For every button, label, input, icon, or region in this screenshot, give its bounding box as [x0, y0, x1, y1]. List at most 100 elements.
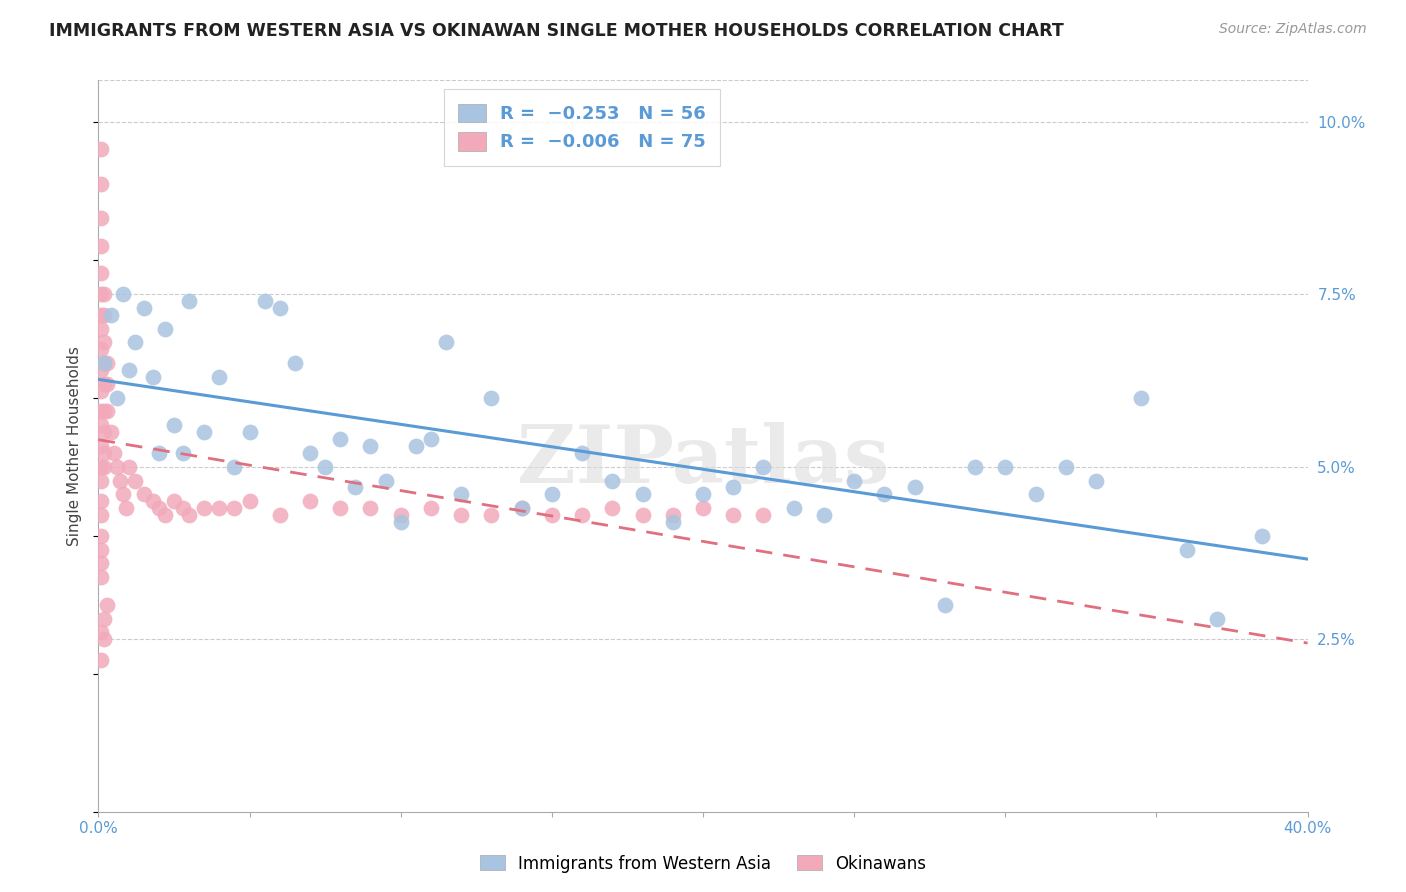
Point	[132, 487, 155, 501]
Point	[374, 474, 396, 488]
Point	[142, 370, 165, 384]
Point	[93, 611, 115, 625]
Point	[344, 480, 367, 494]
Point	[93, 376, 115, 391]
Point	[269, 508, 291, 522]
Point	[239, 425, 262, 440]
Point	[90, 321, 112, 335]
Point	[253, 294, 276, 309]
Legend: Immigrants from Western Asia, Okinawans: Immigrants from Western Asia, Okinawans	[474, 848, 932, 880]
Point	[813, 508, 835, 522]
Point	[105, 391, 128, 405]
Point	[96, 356, 118, 370]
Point	[360, 439, 382, 453]
Y-axis label: Single Mother Households: Single Mother Households	[67, 346, 83, 546]
Point	[284, 356, 307, 370]
Point	[90, 287, 112, 301]
Point	[93, 308, 115, 322]
Point	[124, 335, 146, 350]
Point	[329, 432, 352, 446]
Point	[96, 376, 118, 391]
Point	[90, 239, 112, 253]
Point	[105, 459, 128, 474]
Point	[103, 446, 125, 460]
Point	[179, 294, 201, 309]
Point	[163, 418, 186, 433]
Point	[329, 501, 352, 516]
Point	[631, 487, 654, 501]
Point	[90, 404, 112, 418]
Point	[90, 363, 112, 377]
Point	[360, 501, 382, 516]
Point	[510, 501, 533, 516]
Point	[389, 508, 412, 522]
Point	[90, 557, 112, 571]
Point	[239, 494, 262, 508]
Point	[148, 501, 170, 516]
Point	[224, 459, 246, 474]
Legend: R =  −0.253   N = 56, R =  −0.006   N = 75: R = −0.253 N = 56, R = −0.006 N = 75	[444, 89, 720, 166]
Point	[93, 446, 115, 460]
Point	[111, 287, 134, 301]
Point	[93, 425, 115, 440]
Point	[90, 177, 112, 191]
Point	[420, 501, 443, 516]
Point	[90, 267, 112, 281]
Point	[692, 487, 714, 501]
Point	[142, 494, 165, 508]
Point	[132, 301, 155, 315]
Point	[571, 508, 593, 522]
Point	[723, 480, 745, 494]
Point	[723, 508, 745, 522]
Point	[93, 287, 115, 301]
Point	[90, 653, 112, 667]
Point	[692, 501, 714, 516]
Point	[1251, 529, 1274, 543]
Point	[602, 501, 624, 516]
Point	[172, 446, 194, 460]
Point	[153, 508, 176, 522]
Point	[153, 321, 176, 335]
Point	[90, 625, 112, 640]
Point	[314, 459, 336, 474]
Point	[90, 508, 112, 522]
Point	[224, 501, 246, 516]
Point	[481, 391, 503, 405]
Point	[450, 508, 472, 522]
Point	[752, 459, 775, 474]
Point	[90, 308, 112, 322]
Point	[934, 598, 956, 612]
Point	[163, 494, 186, 508]
Point	[93, 356, 115, 370]
Point	[193, 425, 215, 440]
Point	[904, 480, 927, 494]
Point	[661, 508, 683, 522]
Point	[269, 301, 291, 315]
Point	[179, 508, 201, 522]
Point	[90, 384, 112, 398]
Point	[420, 432, 443, 446]
Point	[90, 570, 112, 584]
Text: ZIPatlas: ZIPatlas	[517, 422, 889, 500]
Point	[100, 425, 122, 440]
Point	[540, 508, 562, 522]
Point	[118, 363, 141, 377]
Point	[540, 487, 562, 501]
Point	[90, 494, 112, 508]
Point	[90, 418, 112, 433]
Point	[93, 335, 115, 350]
Point	[299, 494, 322, 508]
Point	[93, 356, 115, 370]
Point	[844, 474, 866, 488]
Point	[1130, 391, 1153, 405]
Point	[108, 474, 131, 488]
Point	[434, 335, 457, 350]
Point	[299, 446, 322, 460]
Point	[405, 439, 427, 453]
Point	[602, 474, 624, 488]
Point	[571, 446, 593, 460]
Point	[114, 501, 136, 516]
Point	[481, 508, 503, 522]
Point	[96, 598, 118, 612]
Point	[873, 487, 896, 501]
